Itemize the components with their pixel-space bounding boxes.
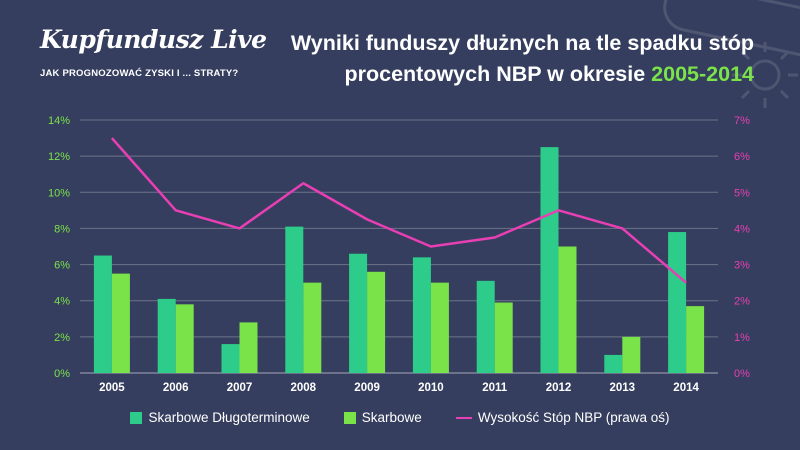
x-tick-label: 2005 [99,382,125,394]
bar-series-2 [622,336,641,373]
bar-series-1 [93,255,112,373]
bar-series-1 [668,232,687,373]
bar-series-2 [175,304,194,373]
x-tick-label: 2010 [418,382,444,394]
bar-series-2 [558,246,577,373]
chart-title-line-2-text: procentowych NBP w okresie [344,62,646,86]
x-tick-label: 2006 [163,382,189,394]
legend-swatch-series-1 [130,411,143,424]
x-tick-label: 2012 [546,382,572,394]
brand-tagline: JAK PROGNOZOWAĆ ZYSKI I ... STRATY? [40,68,239,79]
legend-swatch-series-2 [343,411,356,424]
y-tick-label-left: 0% [54,368,70,380]
brand-logo: Kupfundusz Live [40,25,267,54]
bar-series-2 [686,306,705,373]
y-tick-label-right: 1% [734,332,750,344]
y-tick-label-right: 3% [734,260,750,272]
bar-series-1 [604,354,623,373]
thermometer-decoration-icon [663,0,800,108]
bar-series-2 [430,282,449,373]
y-tick-label-right: 5% [734,187,750,199]
bar-series-1 [349,253,368,373]
chart-title-line-1: Wyniki funduszy dłużnych na tle spadku s… [290,31,754,55]
x-tick-label: 2008 [291,382,317,394]
chart-title-line-2: procentowych NBP w okresie 2005-2014 [234,59,754,90]
bar-series-1 [476,280,495,373]
bar-series-2 [494,302,513,373]
bar-series-1 [221,344,240,373]
bar-series-1 [412,257,431,373]
chart-legend: Skarbowe Długoterminowe Skarbowe Wysokoś… [0,410,800,425]
bar-series-2 [111,273,130,373]
x-tick-label: 2007 [227,382,253,394]
bar-series-2 [303,282,322,373]
x-tick-label: 2009 [354,382,380,394]
chart-title-highlight: 2005-2014 [651,62,754,86]
y-tick-label-left: 6% [54,260,70,272]
y-tick-label-left: 4% [54,296,70,308]
line-series-nbp-rate [110,137,687,284]
y-tick-label-right: 7% [734,115,750,127]
legend-item-series-3: Wysokość Stóp NBP (prawa oś) [455,410,670,425]
chart-title: Wyniki funduszy dłużnych na tle spadku s… [234,28,754,90]
brand: Kupfundusz Live JAK PROGNOZOWAĆ ZYSKI I … [40,25,267,80]
x-tick-label: 2014 [673,382,699,394]
y-tick-label-left: 12% [48,151,70,163]
y-tick-label-right: 4% [734,223,750,235]
y-tick-label-left: 14% [48,115,70,127]
bar-series-1 [157,298,176,373]
legend-label-series-3: Wysokość Stóp NBP (prawa oś) [477,410,670,425]
bar-series-2 [239,322,258,373]
bar-series-2 [367,271,386,373]
legend-swatch-series-3 [455,416,472,419]
legend-label-series-2: Skarbowe [361,410,422,425]
x-tick-label: 2011 [482,382,508,394]
y-tick-label-left: 8% [54,223,70,235]
y-tick-label-right: 0% [734,368,750,380]
y-tick-label-right: 2% [734,296,750,308]
y-tick-label-left: 10% [48,187,70,199]
legend-label-series-1: Skarbowe Długoterminowe [148,410,310,425]
y-tick-label-right: 6% [734,151,750,163]
bar-series-1 [285,226,304,373]
bar-series-1 [540,147,559,373]
y-tick-label-left: 2% [54,332,70,344]
x-tick-label: 2013 [610,382,636,394]
legend-item-series-2: Skarbowe [343,410,422,425]
legend-item-series-1: Skarbowe Długoterminowe [130,410,310,425]
